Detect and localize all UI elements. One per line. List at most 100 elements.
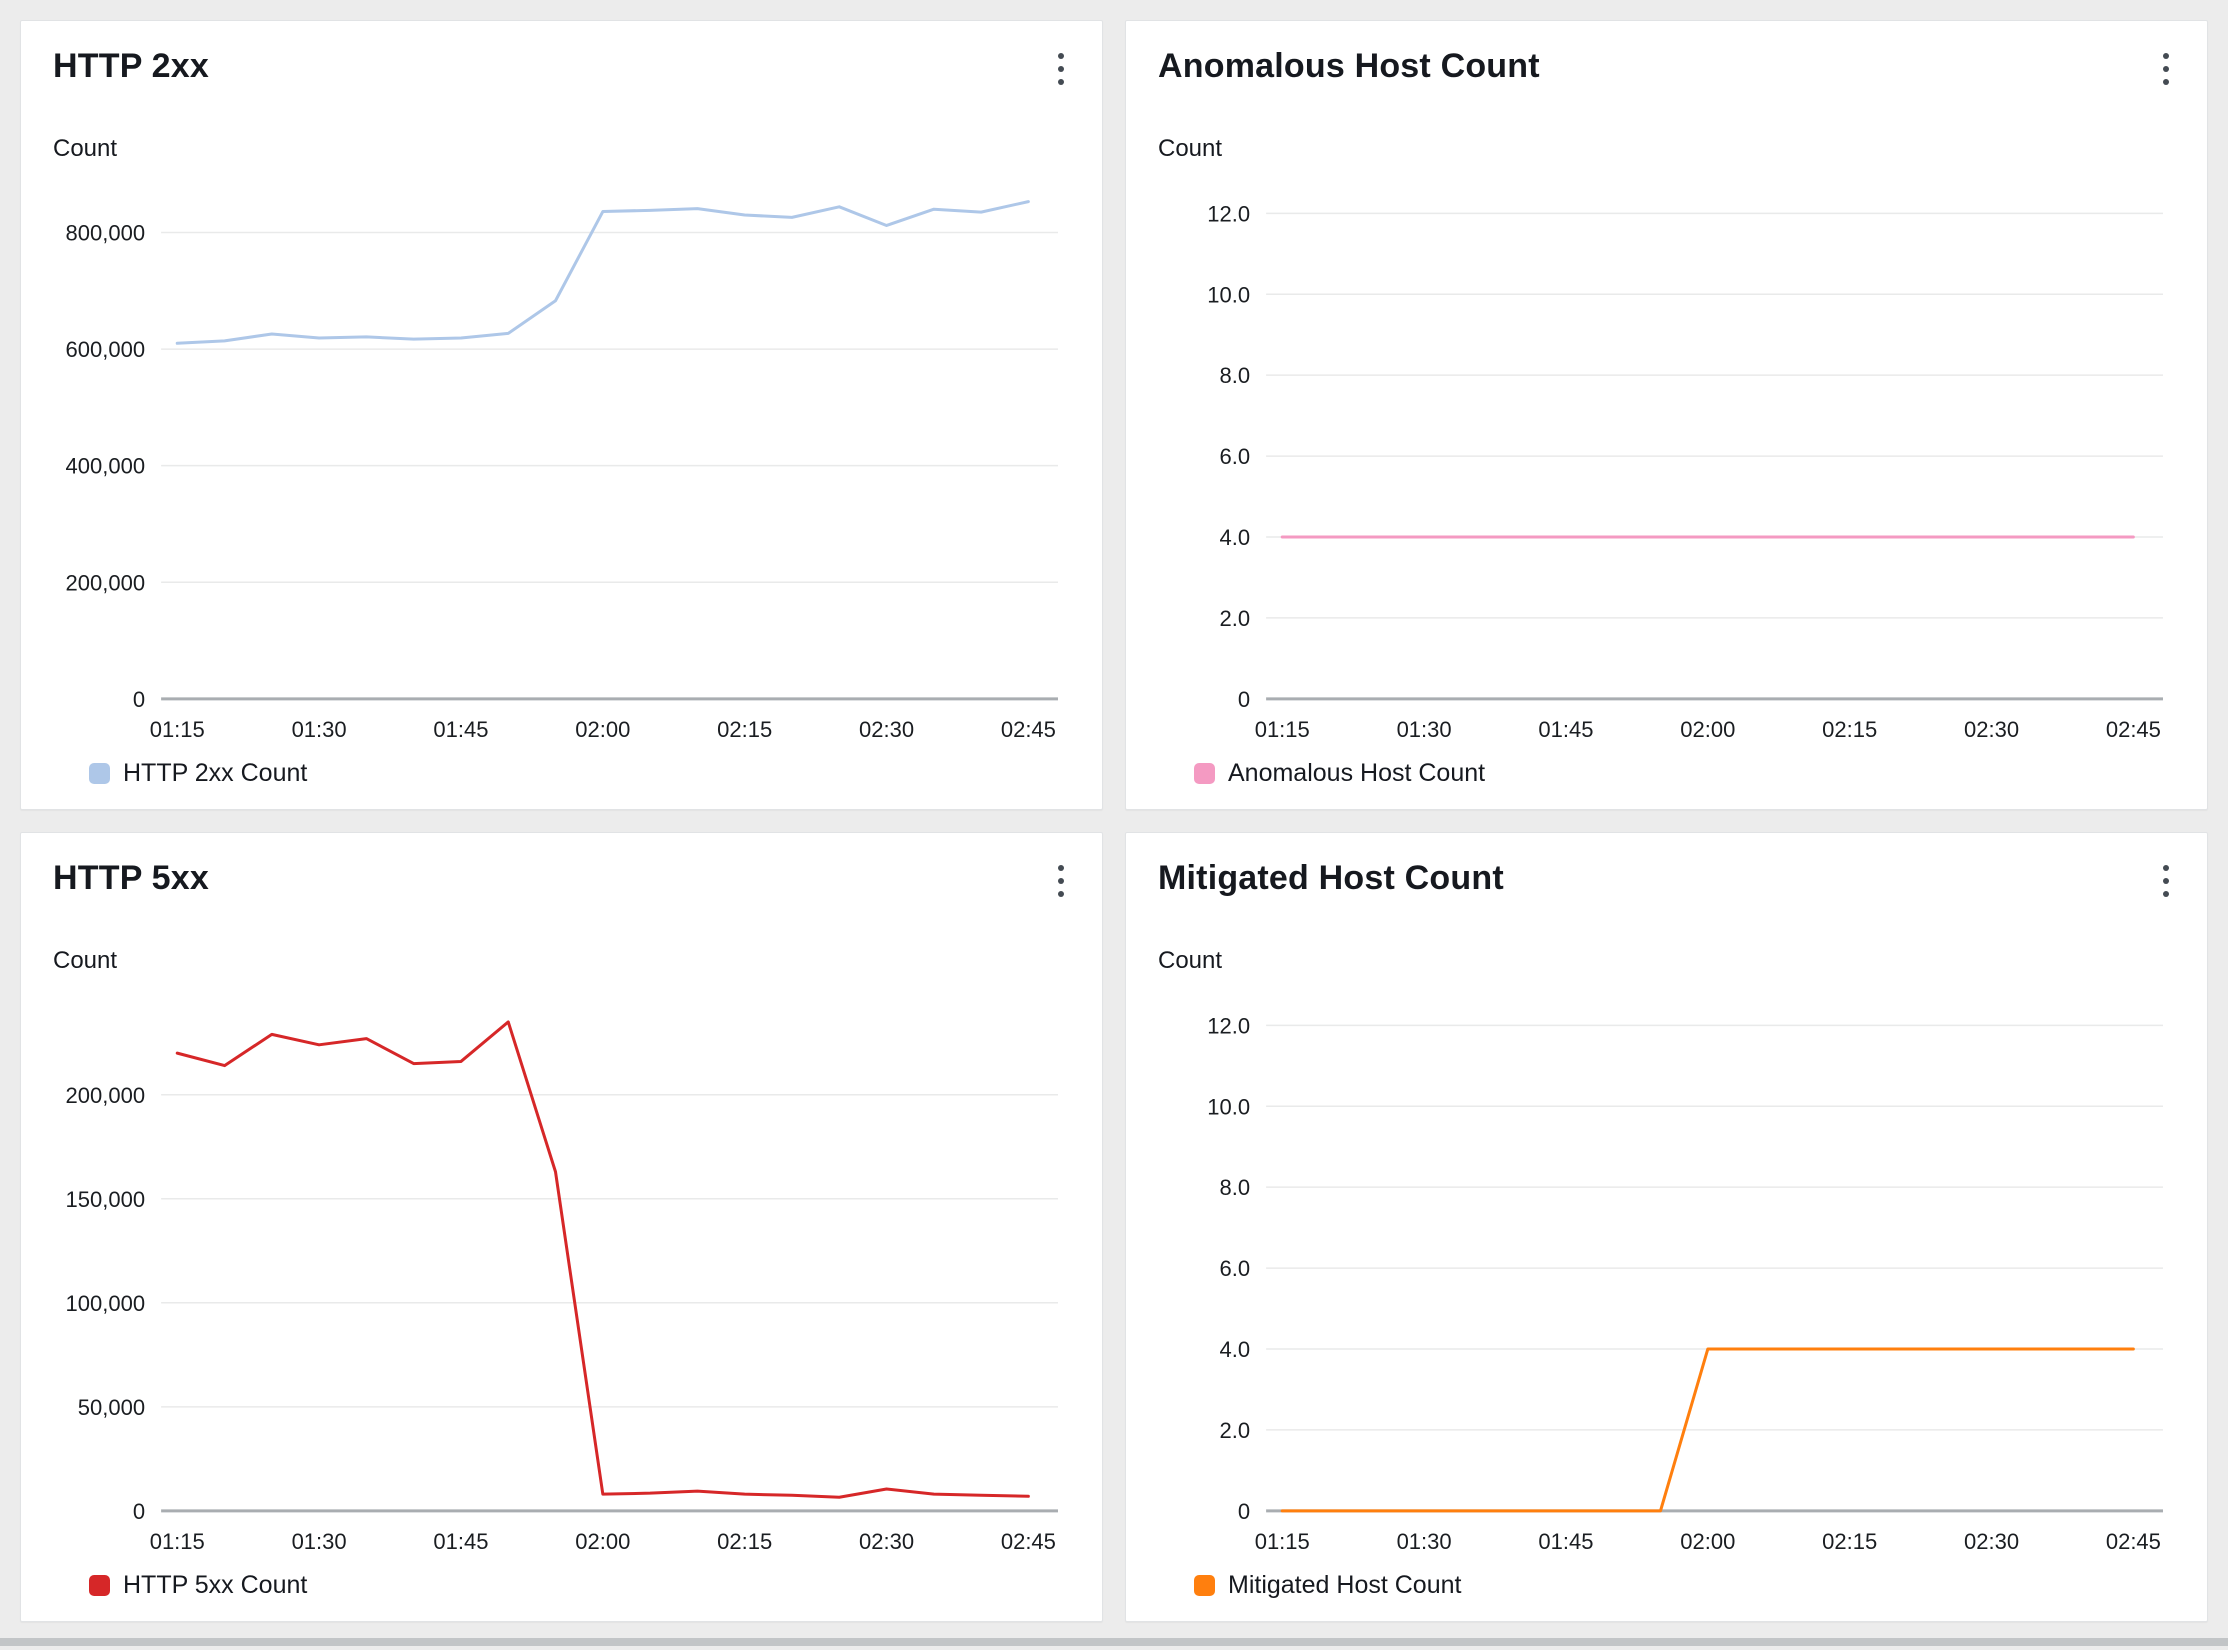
svg-text:01:45: 01:45 — [433, 1529, 488, 1554]
kebab-dot — [2163, 878, 2169, 884]
legend-label: Mitigated Host Count — [1228, 1571, 1462, 1599]
svg-text:02:15: 02:15 — [717, 1529, 772, 1554]
y-axis-label: Count — [1158, 947, 1223, 974]
panel-menu-kebab-icon[interactable] — [1050, 855, 1072, 907]
svg-text:02:30: 02:30 — [859, 717, 914, 742]
http-5xx-chart[interactable]: 0 50,000 100,000 150,000 200,000 01:15 01:30 01… — [51, 985, 1072, 1557]
svg-text:02:00: 02:00 — [575, 717, 630, 742]
kebab-dot — [2163, 53, 2169, 59]
panel-http-5xx: HTTP 5xx Count 0 50,000 100,000 150,000 200,… — [20, 832, 1103, 1622]
svg-text:02:15: 02:15 — [717, 717, 772, 742]
svg-text:400,000: 400,000 — [66, 454, 146, 479]
mitigated-host-count-chart[interactable]: 0 2.0 4.0 6.0 8.0 10.0 12.0 01:15 01:30 01:45 02:0… — [1156, 985, 2177, 1557]
svg-text:800,000: 800,000 — [66, 221, 146, 246]
panel-menu-kebab-icon[interactable] — [2155, 43, 2177, 95]
svg-text:02:45: 02:45 — [1001, 1529, 1056, 1554]
kebab-dot — [2163, 891, 2169, 897]
kebab-dot — [1058, 878, 1064, 884]
legend-label: HTTP 5xx Count — [123, 1571, 308, 1599]
svg-text:01:15: 01:15 — [1255, 717, 1310, 742]
kebab-dot — [2163, 865, 2169, 871]
panel-title: Anomalous Host Count — [1158, 47, 1540, 85]
panel-header: HTTP 2xx — [51, 43, 1072, 95]
svg-text:8.0: 8.0 — [1219, 363, 1250, 388]
http-2xx-chart[interactable]: 0 200,000 400,000 600,000 800,000 01:15 01:30 0… — [51, 173, 1072, 745]
svg-text:150,000: 150,000 — [66, 1187, 146, 1212]
y-axis-label: Count — [53, 135, 118, 162]
svg-text:12.0: 12.0 — [1207, 1013, 1250, 1038]
legend-item[interactable]: Mitigated Host Count — [1194, 1571, 1461, 1600]
svg-text:12.0: 12.0 — [1207, 201, 1250, 226]
legend-swatch — [1194, 763, 1215, 784]
panel-header: Mitigated Host Count — [1156, 855, 2177, 907]
legend: Mitigated Host Count — [1194, 1571, 2177, 1601]
svg-text:6.0: 6.0 — [1219, 444, 1250, 469]
svg-text:02:45: 02:45 — [2106, 717, 2161, 742]
svg-text:600,000: 600,000 — [66, 337, 146, 362]
panel-title: Mitigated Host Count — [1158, 859, 1504, 897]
y-axis-label: Count — [1158, 135, 1223, 162]
legend-swatch — [1194, 1575, 1215, 1596]
panel-anomalous-host-count: Anomalous Host Count Count 0 2.0 4.0 6.0 8.0… — [1125, 20, 2208, 810]
kebab-dot — [1058, 53, 1064, 59]
svg-text:2.0: 2.0 — [1219, 1418, 1250, 1443]
panel-header: HTTP 5xx — [51, 855, 1072, 907]
panel-menu-kebab-icon[interactable] — [2155, 855, 2177, 907]
svg-text:02:00: 02:00 — [575, 1529, 630, 1554]
svg-text:01:30: 01:30 — [292, 717, 347, 742]
kebab-dot — [2163, 66, 2169, 72]
y-axis-label: Count — [53, 947, 118, 974]
svg-text:0: 0 — [133, 1499, 145, 1524]
legend: HTTP 2xx Count — [89, 759, 1072, 789]
kebab-dot — [1058, 891, 1064, 897]
svg-text:0: 0 — [1238, 687, 1250, 712]
panel-menu-kebab-icon[interactable] — [1050, 43, 1072, 95]
svg-text:200,000: 200,000 — [66, 570, 146, 595]
legend-item[interactable]: Anomalous Host Count — [1194, 759, 1485, 788]
svg-text:01:30: 01:30 — [1397, 1529, 1452, 1554]
legend: Anomalous Host Count — [1194, 759, 2177, 789]
legend: HTTP 5xx Count — [89, 1571, 1072, 1601]
legend-item[interactable]: HTTP 5xx Count — [89, 1571, 307, 1600]
svg-text:100,000: 100,000 — [66, 1291, 146, 1316]
panel-header: Anomalous Host Count — [1156, 43, 2177, 95]
kebab-dot — [1058, 865, 1064, 871]
svg-text:01:45: 01:45 — [1538, 717, 1593, 742]
svg-text:02:15: 02:15 — [1822, 717, 1877, 742]
kebab-dot — [1058, 79, 1064, 85]
panel-title: HTTP 5xx — [53, 859, 209, 897]
svg-text:01:45: 01:45 — [433, 717, 488, 742]
panel-http-2xx: HTTP 2xx Count 0 200,000 400,000 600,000 800… — [20, 20, 1103, 810]
svg-text:10.0: 10.0 — [1207, 1094, 1250, 1119]
svg-text:02:30: 02:30 — [1964, 1529, 2019, 1554]
svg-text:4.0: 4.0 — [1219, 525, 1250, 550]
svg-text:8.0: 8.0 — [1219, 1175, 1250, 1200]
svg-text:0: 0 — [1238, 1499, 1250, 1524]
svg-text:01:15: 01:15 — [1255, 1529, 1310, 1554]
svg-text:0: 0 — [133, 687, 145, 712]
svg-text:02:15: 02:15 — [1822, 1529, 1877, 1554]
panel-title: HTTP 2xx — [53, 47, 209, 85]
svg-text:50,000: 50,000 — [78, 1395, 145, 1420]
svg-text:01:45: 01:45 — [1538, 1529, 1593, 1554]
svg-text:02:00: 02:00 — [1680, 717, 1735, 742]
kebab-dot — [2163, 79, 2169, 85]
svg-text:4.0: 4.0 — [1219, 1337, 1250, 1362]
svg-text:02:30: 02:30 — [859, 1529, 914, 1554]
svg-text:6.0: 6.0 — [1219, 1256, 1250, 1281]
legend-swatch — [89, 763, 110, 784]
panel-mitigated-host-count: Mitigated Host Count Count 0 2.0 4.0 6.0 8.0… — [1125, 832, 2208, 1622]
svg-text:02:00: 02:00 — [1680, 1529, 1735, 1554]
legend-item[interactable]: HTTP 2xx Count — [89, 759, 307, 788]
kebab-dot — [1058, 66, 1064, 72]
svg-text:01:15: 01:15 — [150, 1529, 205, 1554]
legend-label: HTTP 2xx Count — [123, 759, 308, 787]
svg-text:02:30: 02:30 — [1964, 717, 2019, 742]
svg-text:10.0: 10.0 — [1207, 282, 1250, 307]
svg-text:01:30: 01:30 — [1397, 717, 1452, 742]
dashboard-grid: HTTP 2xx Count 0 200,000 400,000 600,000 800… — [20, 20, 2208, 1622]
svg-text:01:30: 01:30 — [292, 1529, 347, 1554]
svg-text:200,000: 200,000 — [66, 1083, 146, 1108]
svg-text:02:45: 02:45 — [1001, 717, 1056, 742]
anomalous-host-count-chart[interactable]: 0 2.0 4.0 6.0 8.0 10.0 12.0 01:15 01:30 01:45 02:0… — [1156, 173, 2177, 745]
